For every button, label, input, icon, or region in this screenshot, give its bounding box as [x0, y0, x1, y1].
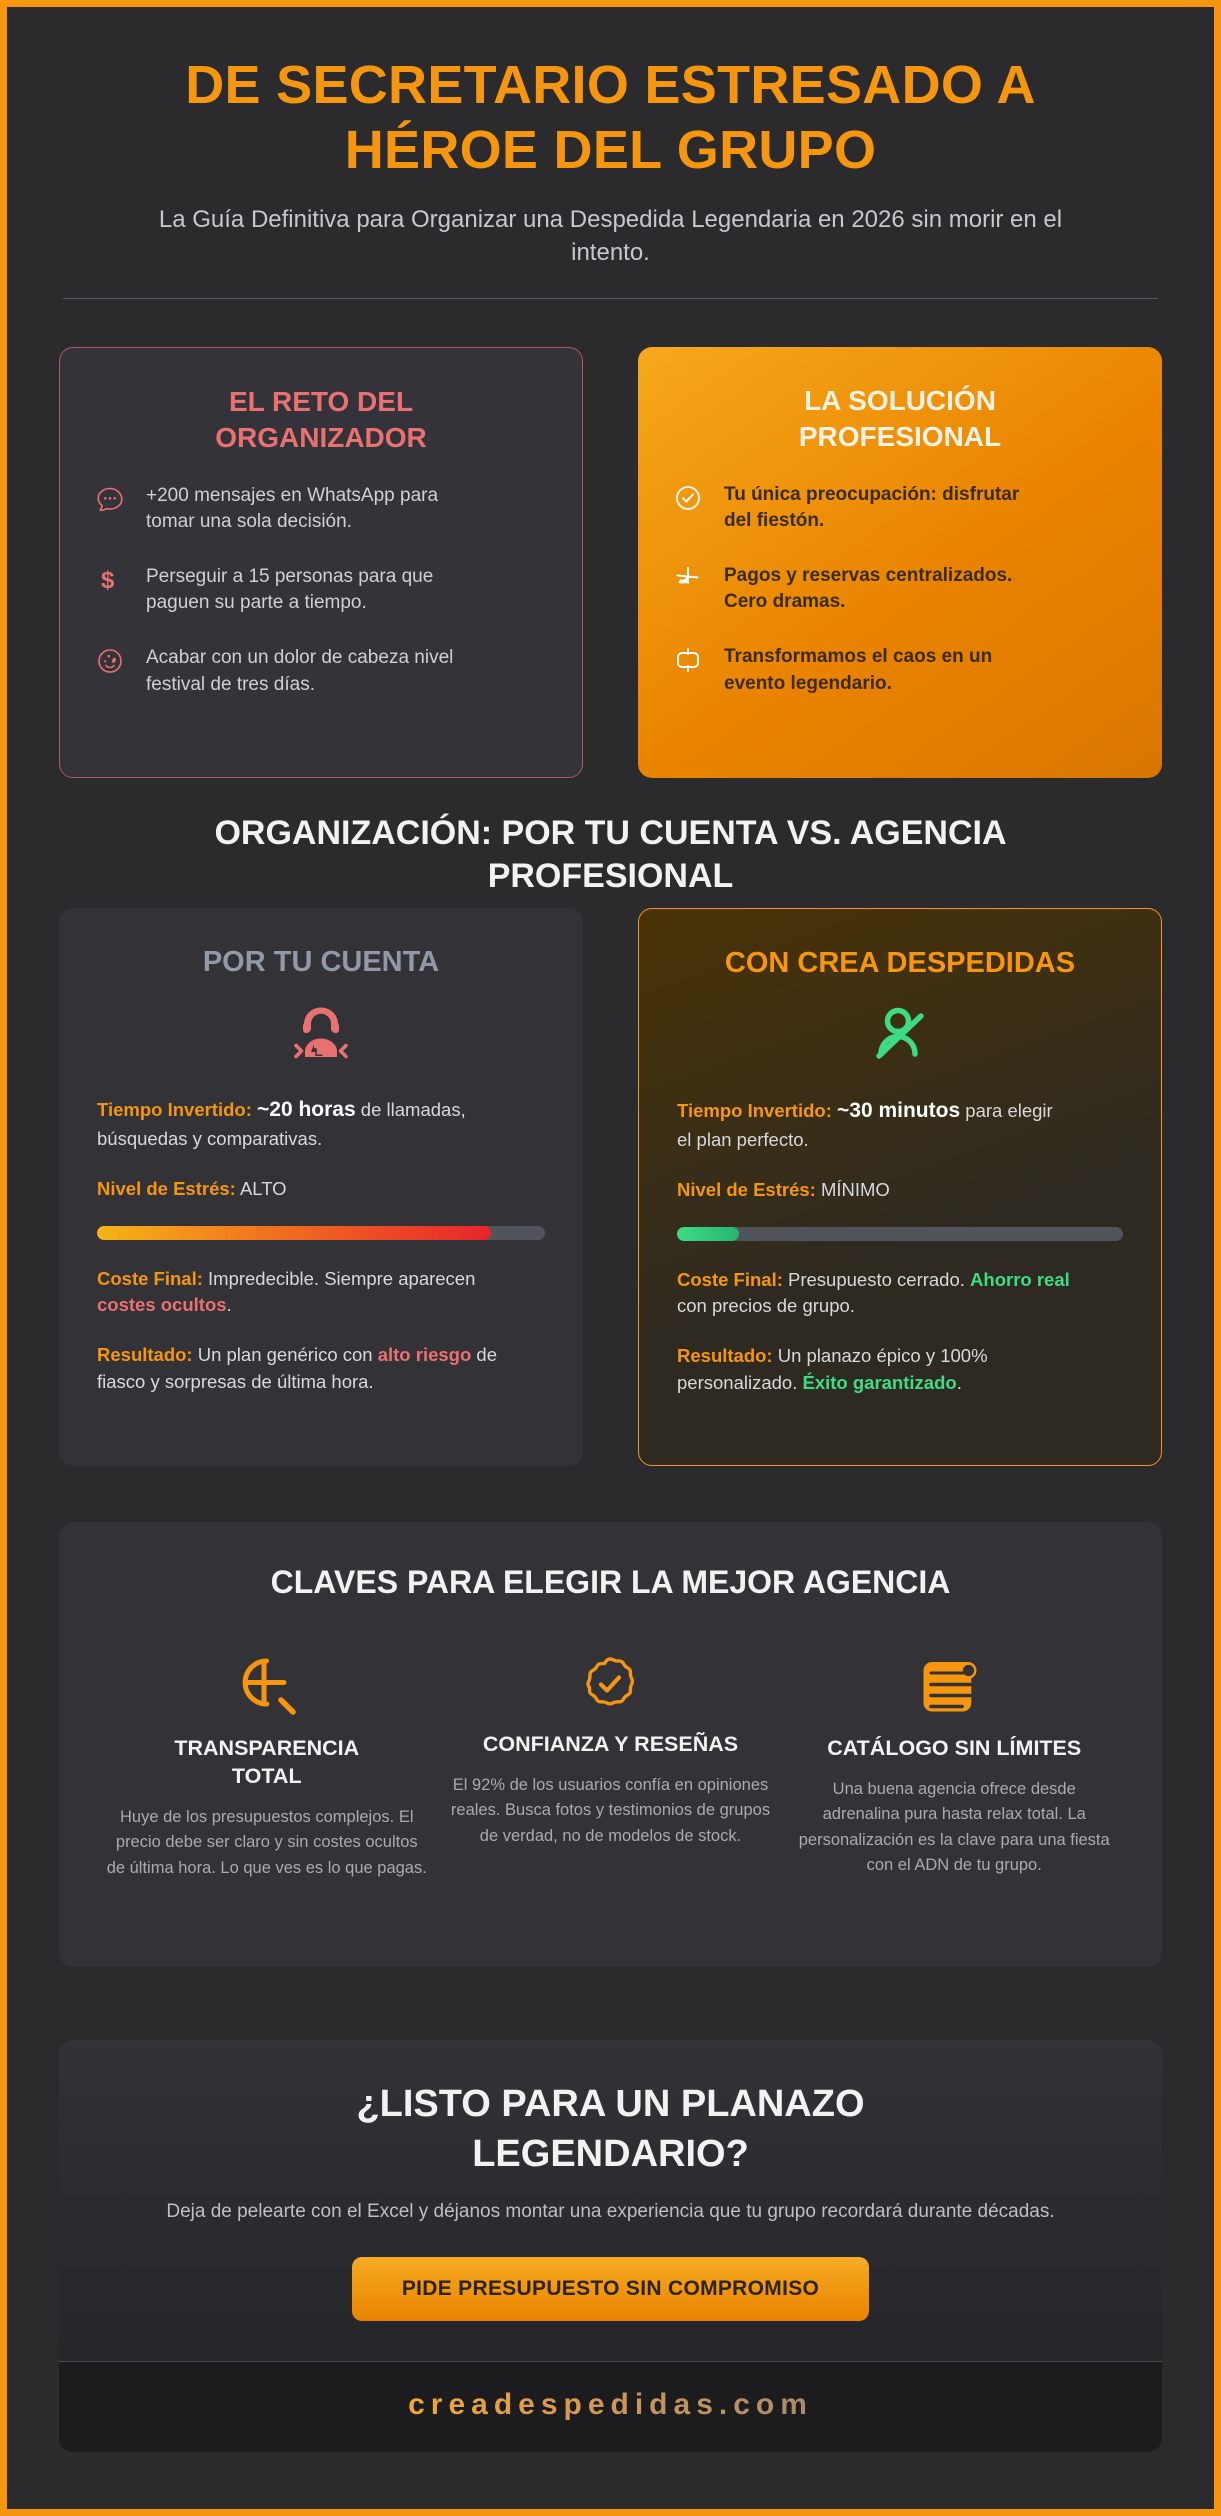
svg-text:$: $ [101, 567, 115, 594]
